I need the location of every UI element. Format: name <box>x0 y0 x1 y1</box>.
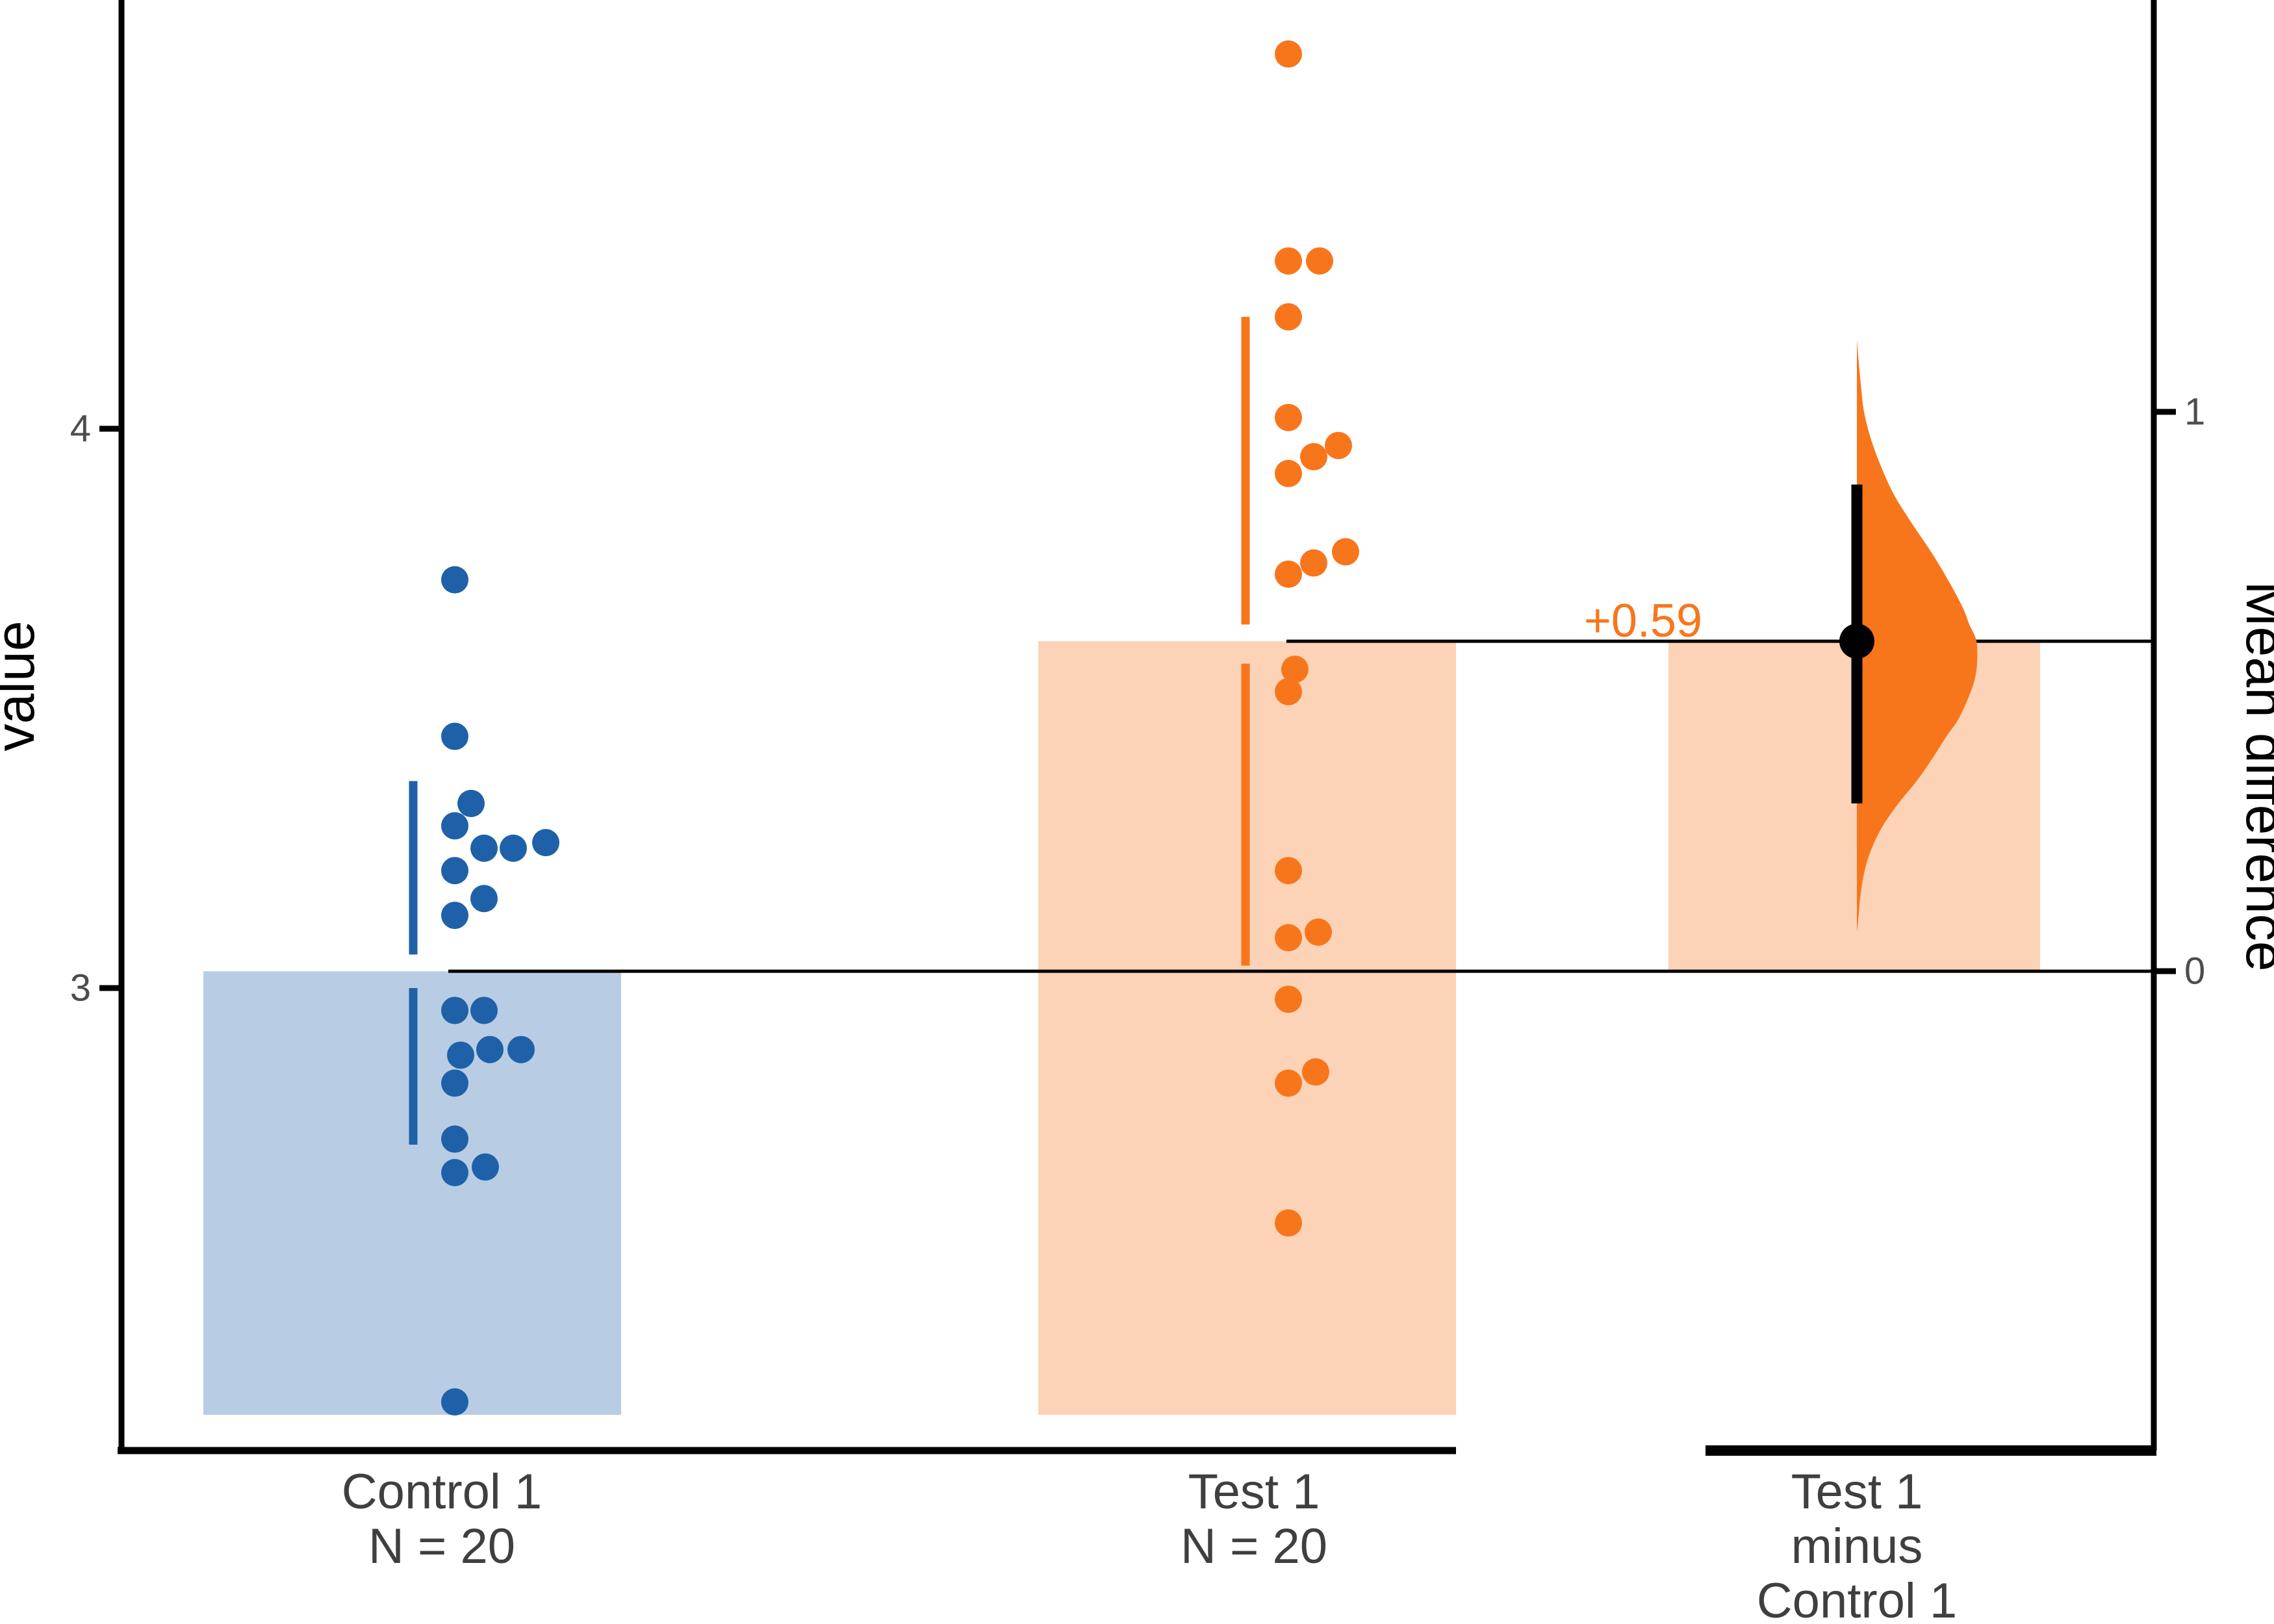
test-data-point <box>1306 247 1333 275</box>
test-data-point <box>1275 403 1302 431</box>
test-data-point <box>1300 549 1327 577</box>
right-axis-tick-label: 1 <box>2184 391 2205 433</box>
x-axis-group-label-0-line-0: Control 1 <box>342 1464 542 1519</box>
test-data-point <box>1275 857 1302 885</box>
test-data-point <box>1275 560 1302 588</box>
x-axis-group-label-2-line-1: minus <box>1791 1519 1923 1574</box>
control-data-point <box>470 834 498 862</box>
control-data-point <box>507 1035 535 1063</box>
test-data-point <box>1305 918 1332 946</box>
bootstrap-distribution-violin <box>1857 339 1978 932</box>
left-axis-title: value <box>0 621 45 752</box>
mean-difference-dot <box>1839 624 1874 659</box>
x-axis-group-label-1-line-1: N = 20 <box>1181 1519 1327 1574</box>
test-data-point <box>1332 538 1359 566</box>
control-data-point <box>441 1388 468 1416</box>
test-data-point <box>1325 431 1352 459</box>
test-data-point <box>1275 247 1302 275</box>
control-data-point <box>441 1159 468 1187</box>
control-data-point <box>441 812 468 840</box>
x-axis-group-label-2-line-2: Control 1 <box>1757 1573 1957 1624</box>
control-data-point <box>447 1041 474 1069</box>
control-data-point <box>470 885 498 913</box>
test-data-point <box>1275 459 1302 487</box>
control-data-point <box>457 789 485 817</box>
left-axis-tick-label: 4 <box>70 408 91 450</box>
test-data-point <box>1275 924 1302 952</box>
test-data-point <box>1275 985 1302 1013</box>
test-data-point <box>1275 40 1302 68</box>
right-axis-title: Mean difference <box>2235 581 2274 972</box>
test-data-point <box>1275 678 1302 705</box>
test-data-point <box>1302 1058 1329 1086</box>
control-data-point <box>470 996 498 1024</box>
control-data-point <box>441 857 468 885</box>
x-axis-group-label-0-line-1: N = 20 <box>368 1519 515 1574</box>
control-data-point <box>500 834 527 862</box>
right-axis-tick-label: 0 <box>2184 950 2205 993</box>
control-data-point <box>476 1035 504 1063</box>
test-data-point <box>1281 655 1309 683</box>
control-data-point <box>532 829 559 857</box>
left-axis-tick-label: 3 <box>70 967 91 1009</box>
control-data-point <box>441 996 468 1024</box>
test-data-point <box>1300 443 1327 471</box>
test-data-point <box>1275 1069 1302 1097</box>
control-data-point <box>441 722 468 750</box>
mean-difference-annotation: +0.59 <box>1584 595 1702 647</box>
control-data-point <box>441 566 468 594</box>
control-data-point <box>441 1125 468 1153</box>
control-data-point <box>441 902 468 930</box>
control-data-point <box>441 1069 468 1097</box>
test-data-point <box>1275 303 1302 331</box>
x-axis-group-label-2-line-0: Test 1 <box>1791 1464 1923 1519</box>
x-axis-group-label-1-line-0: Test 1 <box>1188 1464 1320 1519</box>
control-data-point <box>472 1153 499 1181</box>
test-data-point <box>1275 1209 1302 1237</box>
